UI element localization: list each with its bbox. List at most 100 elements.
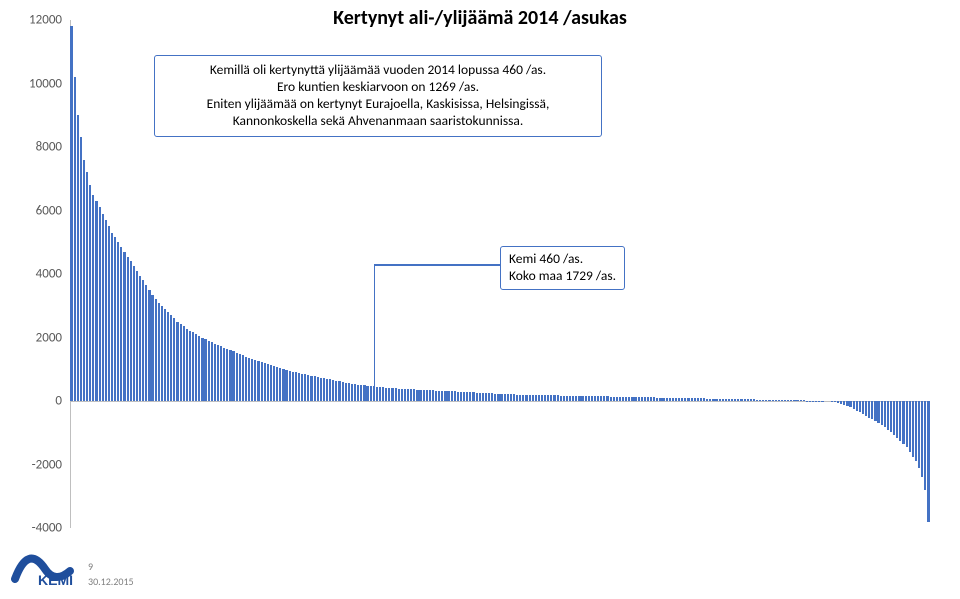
bar bbox=[553, 395, 555, 401]
bar bbox=[868, 401, 870, 418]
bar bbox=[687, 398, 689, 401]
bar bbox=[117, 242, 119, 401]
bar bbox=[871, 401, 873, 419]
bar bbox=[781, 400, 783, 401]
bar bbox=[884, 401, 886, 427]
bar bbox=[803, 400, 805, 401]
bar bbox=[413, 389, 415, 401]
bar bbox=[669, 398, 671, 401]
bar bbox=[314, 376, 316, 401]
bar bbox=[525, 395, 527, 401]
bar bbox=[750, 399, 752, 401]
bar bbox=[335, 381, 337, 401]
bar bbox=[173, 318, 175, 401]
bar bbox=[404, 389, 406, 401]
bar bbox=[675, 398, 677, 401]
bar bbox=[532, 395, 534, 401]
bar bbox=[189, 331, 191, 401]
bar bbox=[257, 361, 259, 401]
bar bbox=[441, 391, 443, 401]
bar bbox=[662, 398, 664, 401]
bar bbox=[893, 401, 895, 435]
bar bbox=[591, 396, 593, 401]
bar bbox=[370, 386, 372, 401]
bar bbox=[912, 401, 914, 457]
footer-date: 30.12.2015 bbox=[88, 574, 134, 589]
bar bbox=[102, 214, 104, 401]
bar bbox=[326, 379, 328, 401]
bar bbox=[691, 398, 693, 401]
bar bbox=[504, 394, 506, 401]
bar bbox=[398, 389, 400, 401]
bar bbox=[186, 329, 188, 401]
bar bbox=[289, 371, 291, 401]
bar bbox=[373, 386, 375, 401]
bar bbox=[130, 261, 132, 401]
bar bbox=[572, 396, 574, 401]
bar bbox=[229, 350, 231, 401]
bar bbox=[332, 380, 334, 401]
bar bbox=[784, 400, 786, 401]
bar bbox=[581, 396, 583, 401]
bar bbox=[317, 377, 319, 401]
bar bbox=[666, 398, 668, 401]
y-axis-label: 10000 bbox=[29, 76, 62, 91]
bar bbox=[557, 395, 559, 401]
bar bbox=[120, 247, 122, 401]
bar bbox=[83, 160, 85, 401]
bar bbox=[211, 342, 213, 401]
bar bbox=[684, 398, 686, 401]
bar bbox=[472, 392, 474, 401]
bar bbox=[853, 401, 855, 409]
bar bbox=[114, 237, 116, 401]
callout-line: Koko maa 1729 /as. bbox=[509, 268, 616, 285]
bar bbox=[616, 397, 618, 401]
bar bbox=[295, 372, 297, 401]
bar bbox=[672, 398, 674, 401]
bar bbox=[407, 389, 409, 401]
bar bbox=[653, 397, 655, 401]
logo-text: KEMI bbox=[38, 572, 73, 588]
bar bbox=[426, 390, 428, 401]
note-line: Kannonkoskella sekä Ahvenanmaan saaristo… bbox=[165, 113, 591, 130]
bar bbox=[650, 397, 652, 401]
bar bbox=[139, 276, 141, 401]
bar bbox=[348, 383, 350, 401]
bar bbox=[460, 392, 462, 401]
bar bbox=[423, 390, 425, 401]
bar bbox=[242, 355, 244, 401]
bar bbox=[167, 312, 169, 401]
bar bbox=[644, 397, 646, 401]
bar bbox=[217, 345, 219, 401]
bar bbox=[728, 399, 730, 401]
bar bbox=[522, 395, 524, 401]
bar bbox=[155, 299, 157, 401]
bar bbox=[709, 399, 711, 401]
bar bbox=[133, 266, 135, 401]
bar bbox=[148, 290, 150, 401]
bar bbox=[401, 389, 403, 401]
bar bbox=[694, 398, 696, 401]
bar bbox=[538, 395, 540, 401]
bar bbox=[298, 373, 300, 401]
bar bbox=[862, 401, 864, 414]
bar bbox=[432, 390, 434, 401]
callout-connector bbox=[374, 264, 376, 386]
bar bbox=[142, 280, 144, 401]
bar bbox=[136, 271, 138, 401]
bar bbox=[575, 396, 577, 401]
bar bbox=[610, 397, 612, 401]
bar bbox=[329, 379, 331, 401]
bar bbox=[588, 396, 590, 401]
bar bbox=[285, 370, 287, 401]
bar bbox=[535, 395, 537, 401]
bar bbox=[678, 398, 680, 401]
bar bbox=[92, 195, 94, 401]
bar bbox=[874, 401, 876, 421]
bar bbox=[351, 384, 353, 401]
bar bbox=[192, 332, 194, 401]
bar bbox=[282, 369, 284, 401]
bar bbox=[516, 395, 518, 401]
bar bbox=[681, 398, 683, 401]
bar bbox=[248, 358, 250, 401]
